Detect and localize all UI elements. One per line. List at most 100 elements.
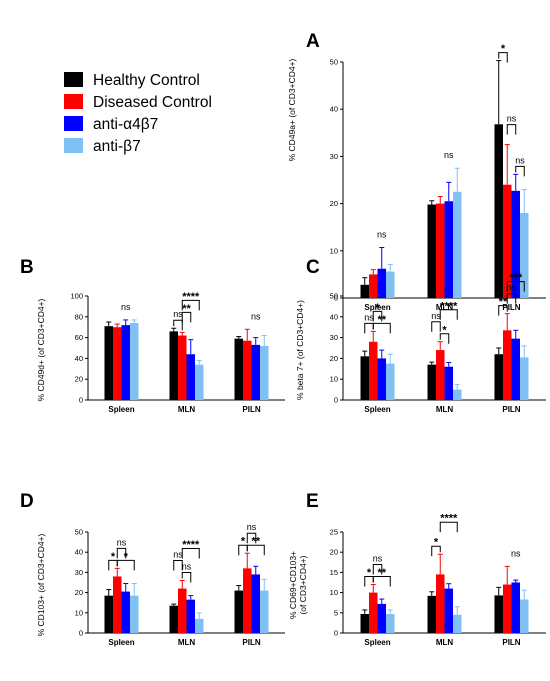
y-axis-label: % beta 7+ (of CD3+CD4+) — [295, 300, 305, 400]
chart-panel-E: E 0 5 10 15 20 25 % CD69+CD103+(of CD3+CD4+) Spl… — [288, 491, 546, 647]
significance-label: ns — [117, 537, 127, 547]
significance-label: ** — [377, 314, 386, 326]
bar — [121, 325, 130, 400]
bar — [169, 605, 178, 633]
y-axis-label-line: (of CD3+CD4+) — [298, 555, 308, 614]
y-tick-label: 20 — [330, 354, 338, 363]
significance-bracket — [116, 559, 135, 571]
y-tick-label: 50 — [330, 58, 338, 67]
y-axis-label-line: % CD69+CD103+ — [288, 551, 298, 619]
y-tick-label: 15 — [330, 568, 338, 577]
y-tick-label: 10 — [75, 608, 83, 617]
significance-label: * — [501, 43, 506, 55]
significance-label: * — [442, 324, 447, 336]
y-tick-label: 30 — [330, 333, 338, 342]
significance-bracket — [181, 299, 200, 311]
category-label: MLN — [436, 638, 454, 647]
y-tick-label: 80 — [75, 312, 83, 321]
bar — [121, 591, 130, 633]
significance-bracket — [515, 165, 525, 177]
bar — [502, 330, 512, 400]
significance-label: ns — [173, 549, 183, 559]
bar — [369, 592, 378, 633]
significance-bracket — [498, 52, 508, 63]
bar — [360, 284, 370, 298]
significance-label: ns — [364, 312, 374, 322]
bar — [104, 326, 113, 400]
significance-bracket — [439, 333, 450, 344]
y-tick-label: 0 — [334, 294, 338, 303]
significance-label: ns — [507, 283, 517, 293]
legend-label: anti-α4β7 — [93, 116, 158, 133]
bar — [260, 590, 269, 633]
y-tick-label: 40 — [75, 548, 83, 557]
significance-bracket — [246, 544, 265, 556]
bar — [519, 599, 529, 633]
bar — [360, 614, 370, 633]
significance-bracket — [173, 559, 183, 571]
significance-bracket — [506, 281, 525, 292]
significance-bracket — [372, 322, 391, 334]
bar — [129, 595, 139, 633]
legend-label: anti-β7 — [93, 138, 141, 155]
bar — [377, 603, 387, 633]
y-tick-label: 25 — [330, 528, 338, 537]
chart-panel-A: A 0 10 20 30 40 50 % CD49a+ (of CD3+CD4+) Spleen… — [287, 31, 546, 312]
bar — [129, 323, 139, 400]
significance-label: ns — [431, 311, 441, 321]
bar — [427, 204, 436, 298]
category-label: MLN — [436, 405, 454, 414]
category-label: PILN — [502, 405, 520, 414]
bar — [178, 588, 187, 633]
significance-bracket — [181, 311, 192, 323]
bar — [494, 124, 503, 298]
y-tick-label: 20 — [75, 375, 83, 384]
significance-label: ns — [173, 309, 183, 319]
significance-label: **** — [440, 300, 458, 312]
y-tick-label: 40 — [330, 105, 338, 114]
bar — [386, 363, 395, 400]
y-tick-label: 0 — [79, 629, 83, 638]
significance-label: * — [434, 537, 439, 549]
legend-swatch — [64, 116, 83, 131]
significance-label: ns — [251, 311, 261, 321]
y-tick-label: 10 — [330, 246, 338, 255]
significance-label: ns — [121, 302, 131, 312]
significance-bracket — [181, 571, 192, 583]
bar — [511, 582, 520, 633]
bar — [251, 574, 261, 633]
bar — [195, 364, 204, 400]
y-tick-label: 0 — [334, 396, 338, 405]
panel-letter: E — [306, 491, 319, 512]
significance-label: ** — [251, 536, 260, 548]
bar — [243, 340, 252, 400]
panel-letter: A — [306, 31, 320, 52]
legend-swatch — [64, 138, 83, 153]
bar — [453, 191, 462, 298]
y-tick-label: 10 — [330, 588, 338, 597]
category-label: Spleen — [108, 638, 134, 647]
significance-bracket — [246, 532, 257, 544]
y-tick-label: 20 — [75, 588, 83, 597]
significance-bracket — [498, 305, 508, 316]
bar — [234, 338, 244, 400]
bar — [369, 341, 378, 400]
significance-label: ns — [373, 554, 383, 564]
bar — [104, 595, 113, 633]
significance-label: ** — [499, 296, 508, 308]
bar — [186, 599, 195, 633]
category-label: PILN — [502, 638, 520, 647]
y-axis-label: % CD103+ (of CD3+CD4+) — [36, 533, 46, 636]
category-label: Spleen — [364, 303, 390, 312]
bar — [519, 213, 529, 298]
chart-panel-C: C 0 10 20 30 40 50 % beta 7+ (of CD3+CD4+) Splee… — [295, 257, 546, 414]
bar — [178, 335, 187, 400]
bar — [436, 350, 445, 400]
bar — [243, 568, 252, 633]
bar — [360, 356, 370, 400]
bar — [511, 190, 520, 298]
chart-panel-D: D 0 10 20 30 40 50 % CD103+ (of CD3+CD4+) Spleen… — [20, 491, 285, 647]
y-tick-label: 60 — [75, 333, 83, 342]
significance-label: * — [111, 551, 116, 563]
